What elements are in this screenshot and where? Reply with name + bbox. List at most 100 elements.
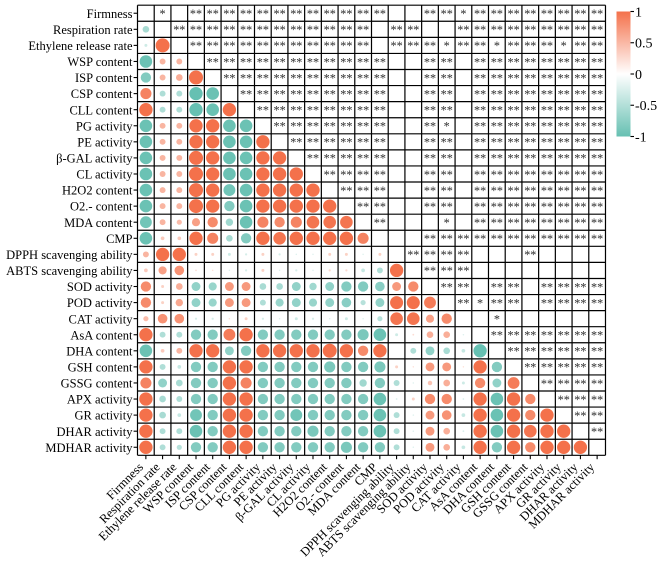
svg-text:**: ** — [558, 361, 570, 375]
svg-text:**: ** — [374, 152, 386, 166]
svg-text:**: ** — [541, 280, 553, 294]
svg-text:0.5: 0.5 — [635, 37, 653, 52]
svg-text:**: ** — [591, 136, 603, 150]
svg-text:**: ** — [508, 329, 520, 343]
svg-text:**: ** — [558, 216, 570, 230]
svg-text:**: ** — [307, 39, 319, 53]
svg-text:*: * — [444, 120, 450, 134]
svg-text:**: ** — [374, 136, 386, 150]
svg-text:**: ** — [574, 200, 586, 214]
svg-text:GR activity: GR activity — [75, 409, 134, 423]
svg-text:**: ** — [508, 71, 520, 85]
svg-text:**: ** — [541, 296, 553, 310]
svg-text:**: ** — [457, 232, 469, 246]
svg-text:**: ** — [524, 120, 536, 134]
svg-text:**: ** — [441, 264, 453, 278]
svg-text:**: ** — [591, 409, 603, 423]
svg-text:CAT activity: CAT activity — [68, 312, 133, 326]
svg-text:**: ** — [307, 23, 319, 37]
svg-text:**: ** — [424, 104, 436, 118]
svg-text:**: ** — [474, 39, 486, 53]
svg-text:**: ** — [574, 71, 586, 85]
svg-text:**: ** — [474, 104, 486, 118]
svg-text:**: ** — [591, 200, 603, 214]
svg-text:**: ** — [324, 136, 336, 150]
svg-text:**: ** — [340, 136, 352, 150]
svg-text:**: ** — [524, 7, 536, 21]
svg-text:**: ** — [307, 55, 319, 69]
svg-text:**: ** — [591, 425, 603, 439]
svg-text:**: ** — [357, 200, 369, 214]
svg-text:**: ** — [508, 280, 520, 294]
svg-text:**: ** — [541, 23, 553, 37]
svg-text:**: ** — [357, 168, 369, 182]
svg-text:**: ** — [541, 87, 553, 101]
svg-text:**: ** — [324, 104, 336, 118]
svg-text:**: ** — [491, 329, 503, 343]
svg-text:**: ** — [240, 71, 252, 85]
svg-text:**: ** — [574, 23, 586, 37]
svg-text:**: ** — [524, 152, 536, 166]
svg-text:**: ** — [524, 104, 536, 118]
svg-text:**: ** — [541, 55, 553, 69]
svg-text:**: ** — [190, 7, 202, 21]
svg-text:-1: -1 — [635, 130, 647, 145]
svg-text:**: ** — [591, 280, 603, 294]
svg-text:**: ** — [524, 168, 536, 182]
svg-text:**: ** — [441, 87, 453, 101]
svg-text:**: ** — [290, 87, 302, 101]
svg-text:**: ** — [441, 152, 453, 166]
svg-text:**: ** — [223, 7, 235, 21]
svg-text:WSP content: WSP content — [67, 55, 133, 69]
svg-text:**: ** — [574, 55, 586, 69]
svg-text:**: ** — [374, 168, 386, 182]
svg-text:Ethylene release rate: Ethylene release rate — [28, 39, 133, 53]
svg-text:**: ** — [290, 39, 302, 53]
svg-text:**: ** — [524, 136, 536, 150]
svg-text:GSH content: GSH content — [68, 361, 133, 375]
svg-text:**: ** — [223, 39, 235, 53]
svg-text:**: ** — [474, 71, 486, 85]
svg-text:**: ** — [508, 136, 520, 150]
svg-text:**: ** — [508, 120, 520, 134]
svg-text:**: ** — [424, 152, 436, 166]
svg-text:**: ** — [574, 409, 586, 423]
svg-text:**: ** — [574, 39, 586, 53]
svg-text:**: ** — [541, 345, 553, 359]
svg-text:**: ** — [340, 104, 352, 118]
svg-text:**: ** — [324, 168, 336, 182]
svg-text:0: 0 — [635, 68, 642, 83]
svg-text:**: ** — [357, 152, 369, 166]
svg-text:**: ** — [257, 23, 269, 37]
svg-text:**: ** — [240, 7, 252, 21]
svg-text:**: ** — [524, 23, 536, 37]
svg-text:**: ** — [374, 200, 386, 214]
svg-text:**: ** — [340, 120, 352, 134]
svg-text:**: ** — [324, 71, 336, 85]
svg-text:**: ** — [324, 39, 336, 53]
svg-text:**: ** — [558, 296, 570, 310]
svg-text:**: ** — [491, 232, 503, 246]
svg-text:**: ** — [558, 393, 570, 407]
svg-text:**: ** — [357, 39, 369, 53]
svg-text:Firmness: Firmness — [87, 7, 133, 21]
svg-text:**: ** — [340, 55, 352, 69]
svg-text:**: ** — [574, 345, 586, 359]
svg-text:**: ** — [290, 55, 302, 69]
svg-text:**: ** — [491, 184, 503, 198]
svg-text:**: ** — [574, 296, 586, 310]
svg-text:**: ** — [340, 152, 352, 166]
svg-text:**: ** — [508, 152, 520, 166]
svg-text:**: ** — [474, 168, 486, 182]
svg-text:**: ** — [290, 136, 302, 150]
svg-text:**: ** — [274, 55, 286, 69]
svg-text:**: ** — [541, 136, 553, 150]
svg-text:**: ** — [357, 104, 369, 118]
svg-text:**: ** — [274, 39, 286, 53]
svg-text:**: ** — [424, 232, 436, 246]
svg-text:**: ** — [474, 200, 486, 214]
svg-text:**: ** — [558, 345, 570, 359]
svg-text:**: ** — [491, 296, 503, 310]
svg-text:**: ** — [491, 87, 503, 101]
svg-text:DHA content: DHA content — [66, 344, 133, 358]
